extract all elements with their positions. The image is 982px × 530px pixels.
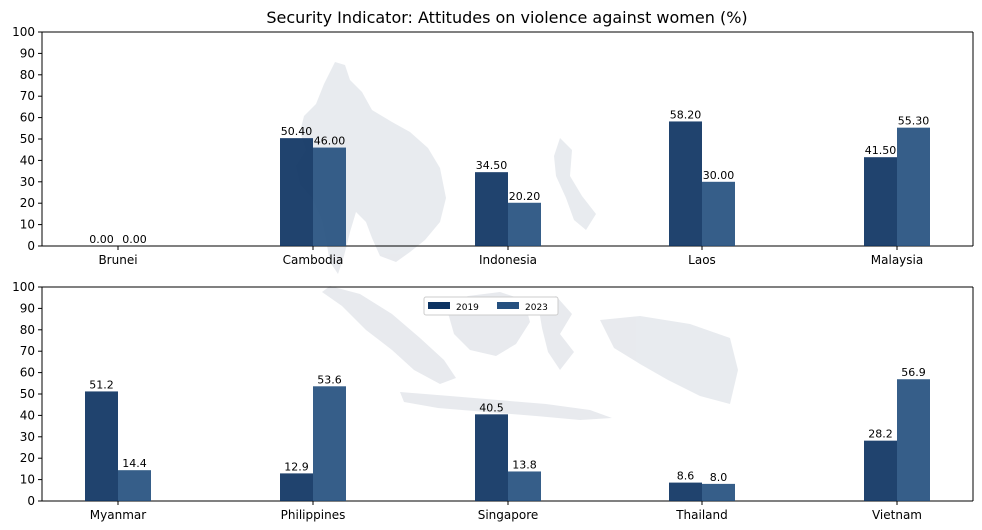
panel-1: 0 10 20 30 40 50 60 70 80 90 100 0.00 0.00 Brunei 50.4… xyxy=(12,25,974,267)
y-tick-label: 10 xyxy=(20,218,35,232)
bar-2023 xyxy=(118,470,151,501)
y-tick-label: 100 xyxy=(12,25,35,39)
y-tick-label: 30 xyxy=(20,430,35,444)
data-label: 50.40 xyxy=(281,125,313,138)
data-label: 28.2 xyxy=(868,428,893,441)
y-tick-label: 70 xyxy=(20,89,35,103)
data-label: 0.00 xyxy=(122,233,147,246)
data-label: 8.0 xyxy=(710,471,728,484)
data-label: 8.6 xyxy=(677,470,695,483)
data-label: 51.2 xyxy=(89,378,114,391)
chart-title: Security Indicator: Attitudes on violenc… xyxy=(266,8,747,27)
y-tick-label: 50 xyxy=(20,132,35,146)
y-tick-label: 60 xyxy=(20,111,35,125)
panel-2: 0 10 20 30 40 50 60 70 80 90 100 51.2 14.4 Myanmar 12.… xyxy=(12,280,974,522)
x-tick-label: Indonesia xyxy=(479,253,537,267)
bar-2019 xyxy=(280,138,313,246)
bar-2023 xyxy=(897,127,930,246)
bar-2019 xyxy=(475,414,508,501)
y-tick-label: 10 xyxy=(20,473,35,487)
y-tick-label: 20 xyxy=(20,451,35,465)
y-tick-label: 20 xyxy=(20,196,35,210)
y-tick-label: 70 xyxy=(20,344,35,358)
bar-2023 xyxy=(702,181,735,246)
x-tick-label: Malaysia xyxy=(871,253,923,267)
legend-swatch-2019 xyxy=(428,302,450,309)
y-tick-label: 90 xyxy=(20,301,35,315)
bar-2019 xyxy=(475,172,508,246)
legend-label-2019: 2019 xyxy=(456,303,479,313)
y-tick-label: 40 xyxy=(20,153,35,167)
y-tick-label: 50 xyxy=(20,387,35,401)
data-label: 0.00 xyxy=(89,233,114,246)
y-tick-label: 60 xyxy=(20,366,35,380)
legend-box xyxy=(423,296,559,316)
data-label: 12.9 xyxy=(284,460,309,473)
bar-2019 xyxy=(669,482,702,501)
bar-2023 xyxy=(313,147,346,246)
y-tick-label: 0 xyxy=(27,239,35,253)
data-label: 34.50 xyxy=(476,159,508,172)
x-tick-label: Laos xyxy=(688,253,716,267)
legend-swatch-2023 xyxy=(497,302,519,309)
y-tick-label: 30 xyxy=(20,175,35,189)
data-label: 46.00 xyxy=(314,135,346,148)
y-tick-label: 0 xyxy=(27,494,35,508)
data-label: 30.00 xyxy=(703,169,735,182)
y-tick-label: 90 xyxy=(20,46,35,60)
bar-2019 xyxy=(864,157,897,246)
bar-2019 xyxy=(669,121,702,246)
x-tick-label: Cambodia xyxy=(283,253,344,267)
data-label: 53.6 xyxy=(317,373,342,386)
data-label: 41.50 xyxy=(865,144,897,157)
bar-2023 xyxy=(897,379,930,501)
data-label: 55.30 xyxy=(898,115,930,128)
y-tick-label: 40 xyxy=(20,408,35,422)
x-tick-label: Singapore xyxy=(478,508,539,522)
y-tick-label: 80 xyxy=(20,68,35,82)
x-tick-label: Vietnam xyxy=(872,508,922,522)
data-label: 20.20 xyxy=(509,190,541,203)
bar-2023 xyxy=(508,202,541,246)
y-tick-label: 100 xyxy=(12,280,35,294)
bar-2019 xyxy=(85,391,118,501)
bar-2023 xyxy=(508,471,541,501)
bar-2023 xyxy=(702,483,735,501)
bar-2023 xyxy=(313,386,346,501)
bar-2019 xyxy=(280,473,313,501)
y-tick-label: 80 xyxy=(20,323,35,337)
bar-2019 xyxy=(864,440,897,501)
legend-label-2023: 2023 xyxy=(525,303,548,313)
x-tick-label: Myanmar xyxy=(90,508,146,522)
data-label: 58.20 xyxy=(670,108,702,121)
data-label: 13.8 xyxy=(512,458,537,471)
data-label: 14.4 xyxy=(122,457,147,470)
x-tick-label: Thailand xyxy=(675,508,728,522)
data-label: 56.9 xyxy=(901,366,926,379)
x-tick-label: Brunei xyxy=(98,253,137,267)
x-tick-label: Philippines xyxy=(281,508,346,522)
legend: 2019 2023 xyxy=(423,296,559,316)
data-label: 40.5 xyxy=(479,401,504,414)
